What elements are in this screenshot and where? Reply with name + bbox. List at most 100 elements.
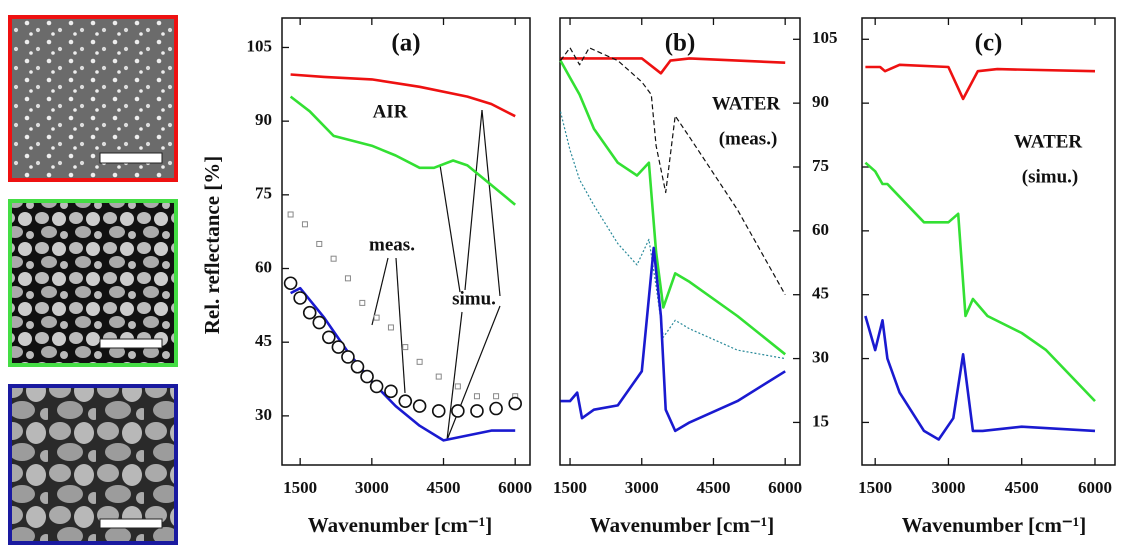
arrow bbox=[446, 305, 501, 441]
x-axis-title: Wavenumber [cm⁻¹] bbox=[590, 513, 774, 537]
y-tick-label: 75 bbox=[812, 156, 829, 175]
x-tick-label: 1500 bbox=[553, 478, 587, 497]
marker bbox=[416, 358, 423, 365]
annotation: simu. bbox=[452, 288, 496, 309]
x-tick-label: 4500 bbox=[696, 478, 730, 497]
panel-label: (c) bbox=[975, 30, 1003, 57]
panel-label: (b) bbox=[665, 30, 696, 57]
arrow bbox=[395, 257, 406, 394]
series-line bbox=[560, 57, 786, 75]
series-line bbox=[560, 47, 786, 295]
marker bbox=[344, 275, 351, 282]
marker bbox=[359, 299, 366, 306]
plot-frame bbox=[559, 17, 801, 466]
panel: 1500 3000 4500 6000 (c) Wavenumber [cm⁻¹] WATE… bbox=[858, 17, 1116, 537]
plot-frame bbox=[281, 17, 531, 466]
marker bbox=[387, 324, 394, 331]
arrow bbox=[481, 109, 501, 297]
marker bbox=[398, 394, 413, 408]
plot-frame bbox=[861, 17, 1116, 466]
arrow bbox=[464, 109, 483, 291]
series-line bbox=[864, 161, 1096, 402]
annotation: (meas.) bbox=[719, 128, 778, 149]
marker bbox=[330, 255, 337, 262]
annotation: AIR bbox=[373, 101, 408, 122]
marker bbox=[312, 315, 327, 330]
y-tick-label: 30 bbox=[812, 347, 829, 366]
marker bbox=[293, 291, 307, 305]
marker bbox=[508, 396, 522, 411]
annotation: WATER bbox=[712, 93, 781, 114]
y-tick-label: 45 bbox=[812, 284, 829, 303]
sem-images bbox=[8, 15, 178, 545]
x-tick-label: 1500 bbox=[858, 478, 892, 497]
x-axis-title: Wavenumber [cm⁻¹] bbox=[308, 513, 492, 537]
series-line bbox=[560, 246, 786, 433]
series-line bbox=[290, 286, 516, 442]
marker bbox=[301, 221, 308, 228]
x-tick-label: 6000 bbox=[768, 478, 802, 497]
y-tick-label: 105 bbox=[247, 36, 273, 55]
arrows bbox=[371, 109, 501, 441]
marker bbox=[287, 211, 294, 218]
series-line bbox=[289, 95, 517, 206]
marker bbox=[435, 373, 442, 380]
arrow bbox=[446, 311, 463, 441]
marker bbox=[431, 404, 446, 418]
marker bbox=[402, 344, 409, 351]
marker bbox=[283, 276, 298, 291]
marker bbox=[473, 393, 480, 400]
y-axis-title: Rel. reflectance [%] bbox=[200, 156, 224, 335]
series-line bbox=[559, 111, 786, 360]
y-tick-label: 60 bbox=[255, 257, 272, 276]
x-tick-label: 6000 bbox=[498, 478, 532, 497]
marker bbox=[350, 359, 365, 374]
arrow bbox=[439, 164, 461, 293]
y-tick-label: 45 bbox=[255, 331, 272, 350]
scale-bar bbox=[99, 338, 163, 349]
marker bbox=[412, 399, 427, 413]
scale-bar bbox=[99, 152, 163, 164]
marker bbox=[341, 350, 355, 364]
marker bbox=[373, 314, 380, 321]
series-line bbox=[864, 315, 1096, 441]
y-tick-label: 90 bbox=[255, 110, 272, 129]
marker bbox=[384, 384, 398, 399]
x-tick-label: 3000 bbox=[625, 478, 659, 497]
annotation: WATER bbox=[1014, 131, 1083, 152]
marker bbox=[369, 379, 384, 394]
y-tick-label: 15 bbox=[812, 411, 829, 430]
sem-image bbox=[8, 15, 178, 182]
arrow bbox=[371, 257, 389, 326]
x-tick-label: 4500 bbox=[427, 478, 461, 497]
y-tick-label: 75 bbox=[255, 184, 272, 203]
panel: 1500 3000 4500 6000 15 30 45 60 75 90 105 (b) Wavenu… bbox=[553, 17, 838, 537]
annotation: meas. bbox=[369, 234, 415, 255]
x-tick-label: 3000 bbox=[355, 478, 389, 497]
series-line bbox=[865, 63, 1096, 101]
scale-bar bbox=[99, 518, 163, 529]
marker bbox=[331, 340, 346, 354]
sem-image bbox=[8, 384, 178, 545]
marker bbox=[454, 383, 461, 390]
y-tick-label: 30 bbox=[255, 405, 272, 424]
marker bbox=[493, 393, 500, 400]
marker bbox=[316, 240, 323, 247]
marker bbox=[360, 369, 374, 384]
panel: 1500 3000 4500 6000 30 45 60 75 90 105 (a) Wavenumb… bbox=[200, 17, 532, 537]
panel-label: (a) bbox=[391, 30, 420, 57]
marker bbox=[451, 404, 465, 418]
marker bbox=[302, 305, 317, 320]
annotation: (simu.) bbox=[1022, 166, 1078, 187]
x-tick-label: 4500 bbox=[1005, 478, 1039, 497]
x-axis-title: Wavenumber [cm⁻¹] bbox=[902, 513, 1086, 537]
series-line bbox=[559, 59, 787, 356]
sem-image bbox=[8, 199, 178, 367]
marker bbox=[489, 401, 503, 416]
x-tick-label: 3000 bbox=[931, 478, 965, 497]
x-tick-label: 1500 bbox=[283, 478, 317, 497]
x-tick-label: 6000 bbox=[1078, 478, 1112, 497]
series-line bbox=[290, 73, 516, 118]
